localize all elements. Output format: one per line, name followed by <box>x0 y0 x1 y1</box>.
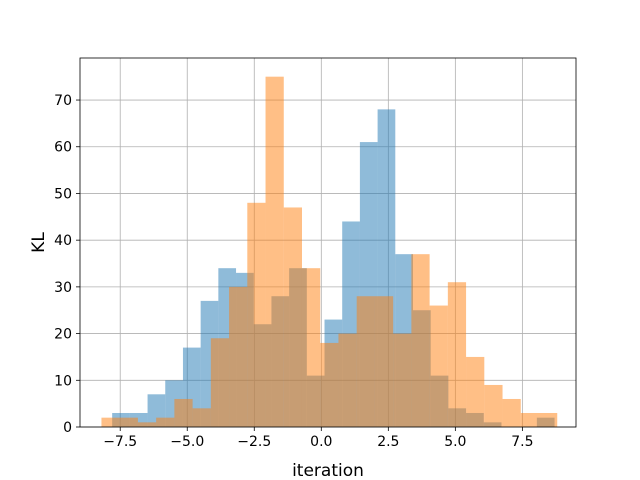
histogram-bar <box>374 296 394 427</box>
histogram-bar <box>137 422 157 427</box>
histogram-bar <box>338 333 357 427</box>
histogram-bar <box>229 286 248 427</box>
x-tick-label: −2.5 <box>237 434 271 450</box>
histogram-bar <box>447 282 467 427</box>
histogram-bar <box>119 417 138 427</box>
y-tick-label: 30 <box>54 280 72 296</box>
y-tick-label: 10 <box>54 373 72 389</box>
histogram-bar <box>411 254 430 427</box>
y-tick-label: 70 <box>54 93 72 109</box>
x-tick-label: 0.0 <box>310 434 332 450</box>
x-tick-label: 5.0 <box>444 434 466 450</box>
histogram-bar <box>283 207 302 427</box>
histogram-bar <box>356 296 375 427</box>
plot-frame <box>79 57 577 428</box>
histogram-bar <box>429 305 448 427</box>
histogram-bar <box>265 76 284 428</box>
x-tick-label: 2.5 <box>377 434 399 450</box>
histogram-bar <box>101 417 120 427</box>
bars <box>101 76 558 428</box>
x-axis-ticks: −7.5 −5.0 −2.5 0.0 2.5 5.0 7.5 <box>103 427 534 450</box>
y-tick-label: 0 <box>63 420 72 436</box>
histogram-bar <box>484 384 503 427</box>
y-tick-label: 20 <box>54 327 72 343</box>
y-axis-label: KL <box>29 232 49 253</box>
histogram-bar <box>539 412 558 427</box>
series-2 <box>101 76 558 428</box>
x-axis-label: iteration <box>292 461 364 480</box>
y-tick-label: 50 <box>54 186 72 202</box>
histogram-bar <box>393 333 412 427</box>
x-tick-label: −5.0 <box>170 434 204 450</box>
y-axis-ticks: 0 10 20 30 40 50 60 70 <box>54 93 80 436</box>
y-tick-label: 40 <box>54 233 72 249</box>
histogram-bar <box>192 408 211 427</box>
histogram-bar <box>502 398 521 427</box>
histogram-bar <box>210 338 230 427</box>
histogram-bar <box>320 342 339 427</box>
histogram-bar <box>156 417 175 427</box>
histogram-bar <box>466 356 485 427</box>
x-tick-label: −7.5 <box>103 434 137 450</box>
histogram-bar <box>520 412 540 427</box>
x-tick-label: 7.5 <box>511 434 533 450</box>
histogram-bar <box>301 268 321 427</box>
histogram-bar <box>247 202 266 427</box>
histogram-bar <box>174 398 193 427</box>
y-tick-label: 60 <box>54 140 72 156</box>
